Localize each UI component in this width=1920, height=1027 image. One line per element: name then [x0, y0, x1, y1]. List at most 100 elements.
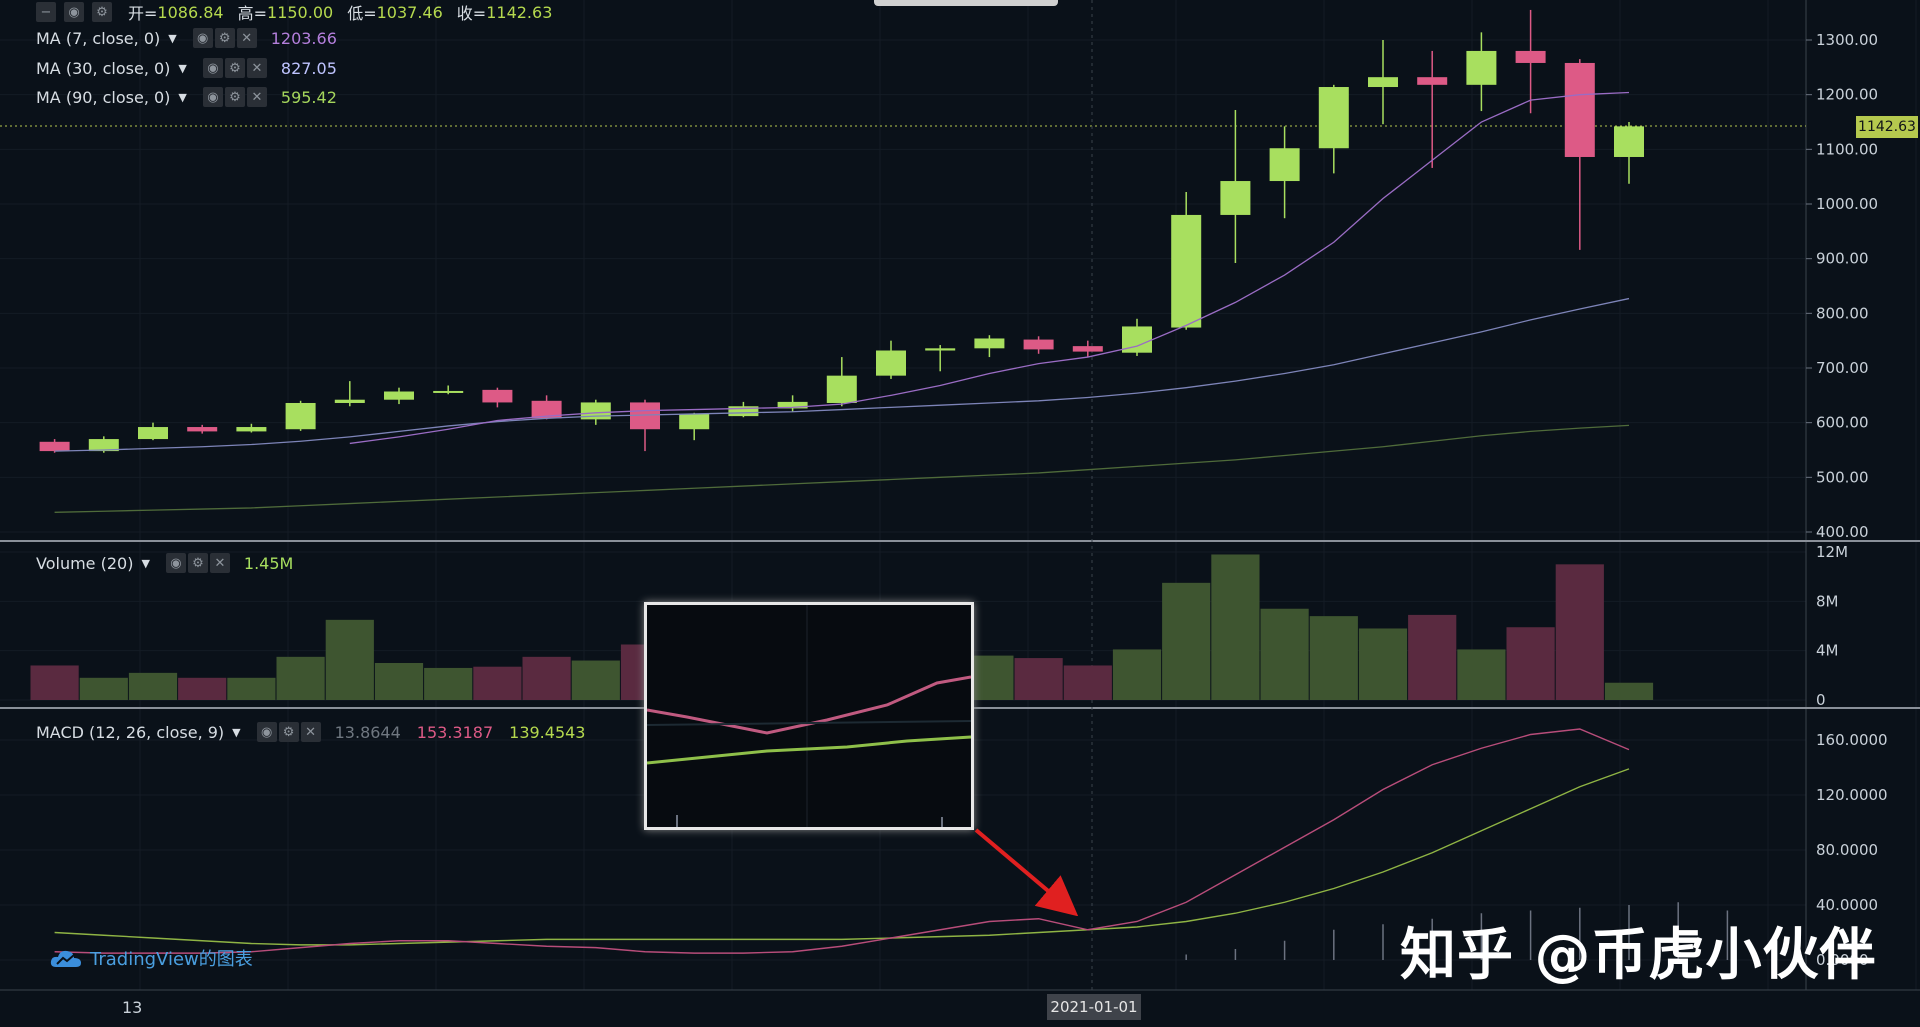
eye-icon[interactable]: ◉ — [202, 58, 223, 78]
volume-bar — [1555, 564, 1604, 700]
candle-body — [39, 441, 70, 452]
close-icon[interactable]: ✕ — [209, 553, 230, 573]
top-drag-handle[interactable] — [874, 0, 1058, 6]
close-icon[interactable]: ✕ — [246, 58, 267, 78]
candle-body — [1564, 62, 1595, 157]
volume-bar — [1604, 682, 1654, 700]
macd-legend[interactable]: MACD (12, 26, close, 9) ▼ ◉ ⚙ ✕ 13.8644 15… — [36, 722, 585, 742]
close-icon[interactable]: ✕ — [246, 87, 267, 107]
ma7-value: 1203.66 — [270, 28, 337, 48]
grid-lines — [0, 0, 1917, 990]
high-value: 1150.00 — [267, 2, 334, 22]
candle-body — [1171, 214, 1202, 328]
volume-bar — [79, 677, 128, 700]
candle-body — [876, 350, 906, 376]
volume-bar — [522, 656, 571, 700]
macd-label: MACD (12, 26, close, 9) — [36, 722, 225, 742]
low-value: 1037.46 — [376, 2, 443, 22]
volume-bar — [276, 656, 325, 700]
x-axis-tick-label: 13 — [122, 998, 143, 1017]
collapse-icon[interactable]: − — [36, 2, 56, 22]
volume-bar — [1309, 616, 1358, 700]
ma30-legend[interactable]: MA (30, close, 0) ▼ ◉ ⚙ ✕ 827.05 — [36, 58, 337, 78]
inset-macd-line — [646, 675, 972, 735]
volume-bar — [325, 619, 374, 700]
candle-body — [334, 399, 365, 403]
annotation-arrow — [974, 828, 1079, 916]
gear-icon[interactable]: ⚙ — [224, 87, 245, 107]
ma7-legend[interactable]: MA (7, close, 0) ▼ ◉ ⚙ ✕ 1203.66 — [36, 28, 337, 48]
candle-body — [236, 427, 267, 432]
zoom-inset-drawing — [646, 605, 972, 827]
candle-body — [1220, 181, 1251, 215]
chevron-down-icon[interactable]: ▼ — [178, 61, 187, 75]
macd-axis-label: 160.0000 — [1816, 731, 1888, 749]
ma90-value: 595.42 — [280, 87, 337, 107]
eye-icon[interactable]: ◉ — [165, 553, 186, 573]
volume-axis-label: 12M — [1816, 543, 1848, 561]
macd-axis-label: 120.0000 — [1816, 786, 1888, 804]
price-axis-label: 800.00 — [1816, 304, 1869, 322]
ma90-label: MA (90, close, 0) — [36, 87, 171, 107]
inset-faint-line — [646, 720, 972, 726]
candle-body — [1515, 50, 1546, 63]
volume-bar — [178, 677, 227, 700]
price-axis-label: 600.00 — [1816, 414, 1869, 432]
signal-value: 139.4543 — [509, 722, 586, 742]
volume-bar — [1112, 649, 1162, 700]
gear-icon[interactable]: ⚙ — [187, 553, 208, 573]
volume-bar — [1063, 665, 1112, 700]
candle-body — [88, 439, 119, 452]
price-axis-label: 1000.00 — [1816, 195, 1878, 213]
gear-icon[interactable]: ⚙ — [92, 2, 112, 22]
candle-body — [1417, 77, 1448, 85]
eye-icon[interactable]: ◉ — [202, 87, 223, 107]
gear-icon[interactable]: ⚙ — [224, 58, 245, 78]
chevron-down-icon[interactable]: ▼ — [178, 90, 187, 104]
ma90-legend[interactable]: MA (90, close, 0) ▼ ◉ ⚙ ✕ 595.42 — [36, 87, 337, 107]
candle-body — [1269, 148, 1300, 182]
watermark-text: 知乎 @币虎小伙伴 — [1400, 923, 1877, 988]
tradingview-text: TradingView的图表 — [90, 949, 253, 970]
candle-body — [482, 389, 513, 403]
gear-icon[interactable]: ⚙ — [214, 28, 235, 48]
candle-body — [1023, 339, 1054, 350]
macd-axis-label: 80.0000 — [1816, 841, 1878, 859]
macd-axis-label: 40.0000 — [1816, 896, 1878, 914]
ma90-line — [54, 424, 1630, 513]
candle-body — [384, 391, 414, 400]
price-axis-label: 1100.00 — [1816, 140, 1878, 158]
volume-bar — [128, 672, 178, 700]
candle-body — [433, 390, 464, 393]
price-axis-label: 500.00 — [1816, 468, 1869, 486]
chevron-down-icon[interactable]: ▼ — [168, 31, 177, 45]
price-axis-label: 400.00 — [1816, 523, 1869, 541]
axis-labels: 1300.00 1200.00 1100.00 1000.00 900.00 800.00… — [1806, 31, 1888, 969]
volume-legend[interactable]: Volume (20) ▼ ◉ ⚙ ✕ 1.45M — [36, 553, 293, 573]
eye-icon[interactable]: ◉ — [64, 2, 84, 22]
close-icon[interactable]: ✕ — [236, 28, 257, 48]
eye-icon[interactable]: ◉ — [192, 28, 213, 48]
candle-body — [187, 427, 218, 432]
eye-icon[interactable]: ◉ — [256, 722, 277, 742]
chevron-down-icon[interactable]: ▼ — [141, 556, 150, 570]
volume-axis-label: 4M — [1816, 642, 1839, 660]
volume-bar — [1162, 582, 1211, 700]
ma30-line — [54, 297, 1630, 452]
volume-bar — [1506, 627, 1555, 700]
tradingview-logo[interactable]: TradingView的图表 — [50, 945, 253, 971]
candle-body — [531, 400, 562, 419]
volume-value: 1.45M — [243, 553, 294, 573]
close-label: 收= — [456, 4, 487, 23]
volume-bar — [30, 665, 79, 700]
current-price-tag: 1142.63 — [1856, 116, 1918, 138]
chevron-down-icon[interactable]: ▼ — [232, 725, 241, 739]
volume-bar — [1014, 658, 1063, 700]
gear-icon[interactable]: ⚙ — [278, 722, 299, 742]
macd-series — [54, 728, 1778, 960]
volume-series — [30, 554, 1654, 700]
close-icon[interactable]: ✕ — [300, 722, 321, 742]
volume-bar — [473, 666, 522, 700]
